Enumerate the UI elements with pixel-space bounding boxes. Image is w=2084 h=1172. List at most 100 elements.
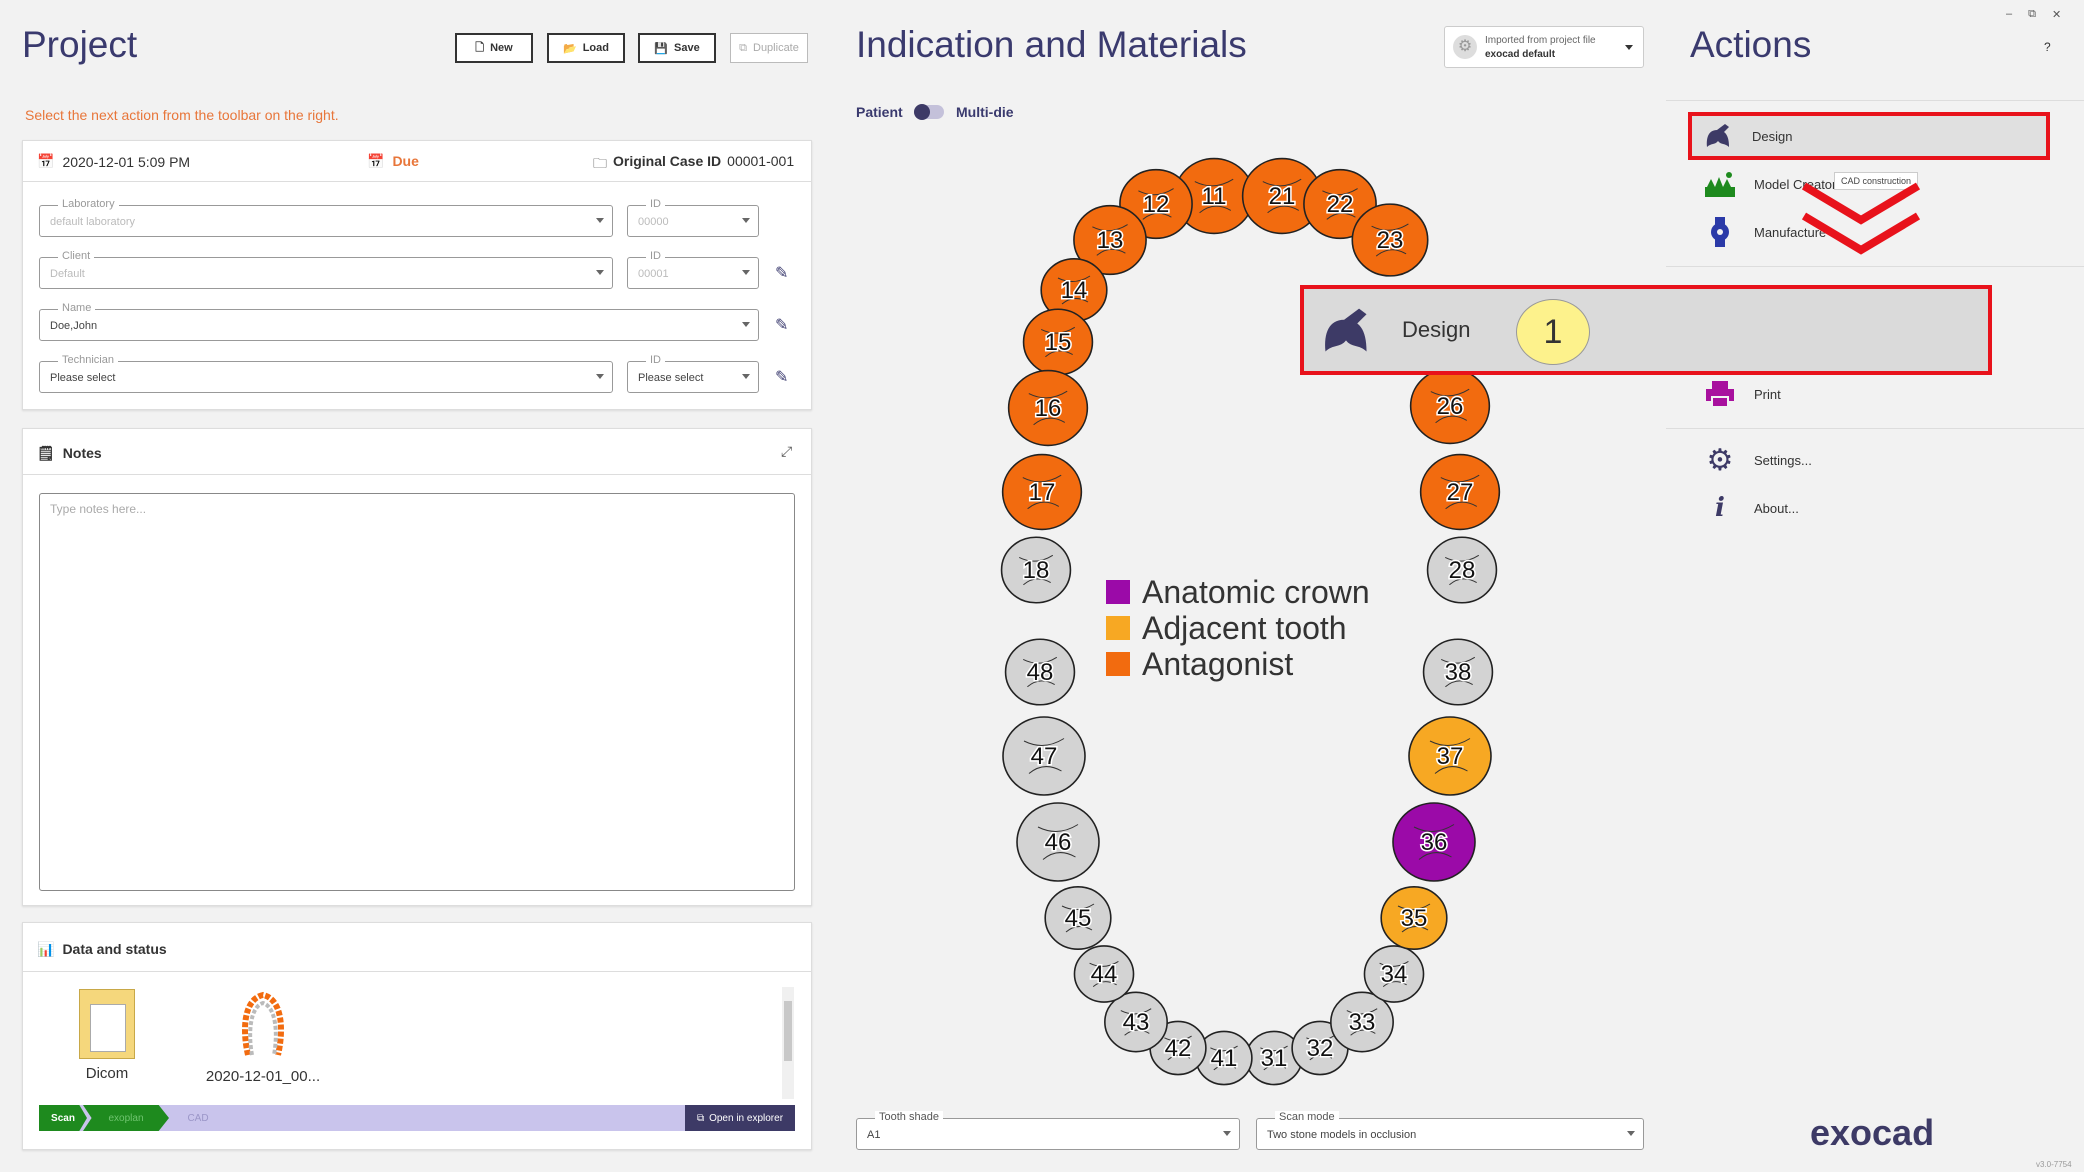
tooth-number: 13 xyxy=(1097,227,1124,254)
tooth-shape[interactable] xyxy=(1330,991,1394,1053)
action-manufacture[interactable]: Manufacture xyxy=(1694,210,2054,254)
tooth-27[interactable]: 27 xyxy=(1419,453,1501,531)
tooth-shape[interactable] xyxy=(1380,885,1448,950)
tooth-shape[interactable] xyxy=(1044,885,1112,950)
save-button[interactable]: 💾 Save xyxy=(638,33,716,63)
scrollbar[interactable] xyxy=(782,987,794,1099)
file-item-scan[interactable]: 2020-12-01_00... xyxy=(183,989,343,1085)
design-callout[interactable]: Design 1 xyxy=(1300,285,1992,375)
tooth-shape[interactable] xyxy=(1351,203,1429,277)
tooth-fissure xyxy=(1397,903,1431,933)
tooth-35[interactable]: 35 xyxy=(1380,885,1448,950)
tooth-38[interactable]: 38 xyxy=(1422,638,1494,706)
tooth-28[interactable]: 28 xyxy=(1426,536,1498,604)
tooth-number: 48 xyxy=(1027,659,1054,686)
tooth-36[interactable]: 36 xyxy=(1392,802,1476,882)
tooth-shape[interactable] xyxy=(1073,204,1147,276)
tooth-shape[interactable] xyxy=(1422,638,1494,706)
restore-icon[interactable]: ⧉ xyxy=(2028,8,2036,20)
tooth-shape[interactable] xyxy=(1426,536,1498,604)
technician-field[interactable]: Technician Please select xyxy=(39,354,613,393)
edit-name-pencil-icon[interactable]: ✎ xyxy=(775,317,789,334)
action-model-creator[interactable]: Model Creator xyxy=(1694,162,2054,206)
action-settings[interactable]: ⚙ Settings... xyxy=(1694,438,2054,482)
duplicate-button[interactable]: ⧉ Duplicate xyxy=(730,33,808,63)
tooth-23[interactable]: 23 xyxy=(1351,203,1429,277)
import-source-dropdown[interactable]: ⚙ Imported from project file exocad defa… xyxy=(1444,26,1644,68)
tooth-31[interactable]: 31 xyxy=(1245,1030,1303,1086)
lab-id-field[interactable]: ID 00000 xyxy=(627,198,759,237)
new-button[interactable]: 🗋 New xyxy=(455,33,533,63)
legend: Anatomic crown Adjacent tooth Antagonist xyxy=(1106,574,1370,682)
close-icon[interactable]: ✕ xyxy=(2051,9,2062,21)
tooth-shape[interactable] xyxy=(1392,802,1476,882)
tooth-shape[interactable] xyxy=(1002,716,1086,796)
tooth-47[interactable]: 47 xyxy=(1002,716,1086,796)
tooth-48[interactable]: 48 xyxy=(1004,638,1076,706)
tooth-13[interactable]: 13 xyxy=(1073,204,1147,276)
patient-multidie-toggle[interactable] xyxy=(914,104,944,120)
open-in-explorer-button[interactable]: ⧉ Open in explorer xyxy=(685,1105,795,1131)
tooth-45[interactable]: 45 xyxy=(1044,885,1112,950)
tooth-18[interactable]: 18 xyxy=(1000,536,1072,604)
version-label: v3.0-7754 xyxy=(2036,1160,2072,1169)
tooth-33[interactable]: 33 xyxy=(1330,991,1394,1053)
tooth-shape[interactable] xyxy=(1408,716,1492,796)
notes-card: 🗒 Notes ⤢ Type notes here... xyxy=(22,428,812,906)
action-print[interactable]: Print xyxy=(1694,372,2054,416)
tooth-17[interactable]: 17 xyxy=(1001,453,1083,531)
action-about[interactable]: i About... xyxy=(1694,486,2054,530)
tooth-fissure xyxy=(1262,178,1302,214)
tooth-shape[interactable] xyxy=(1001,453,1083,531)
expand-icon[interactable]: ⤢ xyxy=(781,443,793,459)
hint-text: Select the next action from the toolbar … xyxy=(25,107,339,123)
tooth-shape[interactable] xyxy=(1073,945,1135,1003)
tooth-shape[interactable] xyxy=(1363,945,1425,1003)
tooth-44[interactable]: 44 xyxy=(1073,945,1135,1003)
tooth-number: 18 xyxy=(1023,557,1050,584)
tooth-16[interactable]: 16 xyxy=(1007,369,1089,447)
client-field[interactable]: Client Default xyxy=(39,250,613,289)
load-button[interactable]: 📂 Load xyxy=(547,33,625,63)
tooth-shape[interactable] xyxy=(1104,991,1168,1053)
scan-mode-dropdown[interactable]: Scan mode Two stone models in occlusion xyxy=(1256,1111,1644,1150)
client-id-field[interactable]: ID 00001 xyxy=(627,250,759,289)
file-item-dicom[interactable]: Dicom xyxy=(67,989,147,1082)
tooth-number: 31 xyxy=(1261,1045,1288,1072)
tooth-shape[interactable] xyxy=(1419,453,1501,531)
tech-id-field[interactable]: ID Please select xyxy=(627,354,759,393)
help-icon[interactable]: ? xyxy=(2044,40,2051,54)
tooth-12[interactable]: 12 xyxy=(1119,168,1193,240)
bar-chart-icon: 📊 xyxy=(37,941,55,957)
tooth-fissure xyxy=(1028,390,1068,426)
tooth-26[interactable]: 26 xyxy=(1409,367,1491,445)
step-cad[interactable]: CAD xyxy=(187,1112,209,1124)
tooth-46[interactable]: 46 xyxy=(1016,802,1100,882)
tooth-34[interactable]: 34 xyxy=(1363,945,1425,1003)
step-scan[interactable]: Scan xyxy=(39,1105,87,1131)
tooth-15[interactable]: 15 xyxy=(1022,308,1094,376)
edit-client-pencil-icon[interactable]: ✎ xyxy=(775,265,789,282)
minimize-icon[interactable]: – xyxy=(2006,8,2013,20)
step-exoplan[interactable]: exoplan xyxy=(83,1105,169,1131)
tooth-shape[interactable] xyxy=(1007,369,1089,447)
tooth-shape[interactable] xyxy=(1000,536,1072,604)
tooth-fissure xyxy=(1037,824,1079,860)
notes-textarea[interactable]: Type notes here... xyxy=(39,493,795,891)
tooth-37[interactable]: 37 xyxy=(1408,716,1492,796)
action-design[interactable]: Design xyxy=(1688,112,2050,160)
laboratory-field[interactable]: Laboratory default laboratory xyxy=(39,198,613,237)
tooth-number: 21 xyxy=(1269,183,1296,210)
tooth-shade-dropdown[interactable]: Tooth shade A1 xyxy=(856,1111,1240,1150)
name-field[interactable]: Name Doe,John xyxy=(39,302,759,341)
tooth-43[interactable]: 43 xyxy=(1104,991,1168,1053)
due-badge[interactable]: 📅 Due xyxy=(367,153,419,169)
callout-label: Design xyxy=(1402,317,1471,342)
tooth-21[interactable]: 21 xyxy=(1241,157,1323,235)
tooth-shape[interactable] xyxy=(1016,802,1100,882)
tooth-41[interactable]: 41 xyxy=(1195,1030,1253,1086)
tooth-shape[interactable] xyxy=(1004,638,1076,706)
tooth-14[interactable]: 14 xyxy=(1040,257,1108,322)
edit-technician-pencil-icon[interactable]: ✎ xyxy=(775,369,789,386)
printer-icon xyxy=(1700,374,1740,414)
